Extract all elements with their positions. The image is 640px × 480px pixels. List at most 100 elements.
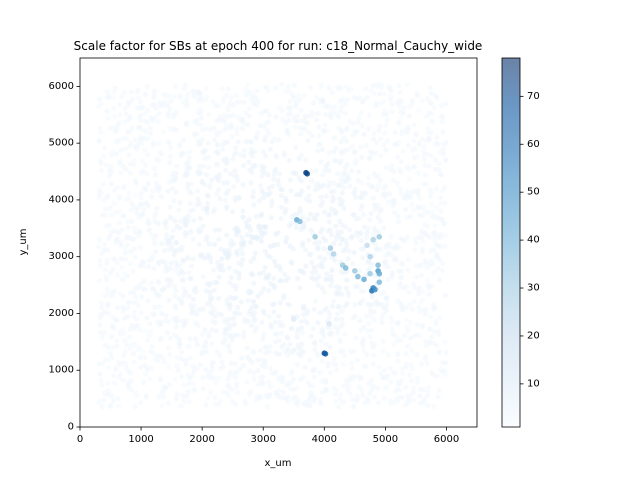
- background-point: [102, 267, 109, 273]
- background-point: [297, 285, 303, 291]
- background-point: [138, 244, 144, 251]
- background-point: [363, 313, 369, 319]
- background-point: [352, 148, 358, 155]
- background-point: [422, 311, 428, 317]
- background-point: [151, 166, 157, 172]
- background-point: [262, 153, 268, 159]
- background-point: [239, 355, 245, 361]
- background-point: [117, 220, 123, 226]
- background-point: [337, 201, 343, 207]
- background-point: [285, 131, 291, 137]
- background-point: [394, 396, 400, 402]
- background-point: [286, 105, 292, 111]
- background-point: [359, 180, 365, 186]
- background-point: [335, 229, 341, 235]
- background-point: [291, 82, 297, 88]
- background-point: [186, 155, 192, 161]
- background-point: [367, 217, 373, 223]
- background-point: [204, 192, 210, 198]
- background-point: [200, 331, 206, 337]
- background-point: [109, 354, 115, 360]
- background-point: [248, 138, 254, 145]
- background-point: [410, 385, 417, 391]
- background-point: [319, 389, 325, 395]
- background-point: [132, 230, 138, 236]
- background-point: [370, 84, 376, 90]
- background-point: [396, 245, 402, 251]
- background-point: [99, 331, 105, 337]
- background-point: [180, 137, 186, 143]
- background-point: [379, 319, 385, 325]
- background-point: [411, 333, 418, 339]
- background-point: [414, 154, 420, 160]
- data-point: [291, 316, 297, 322]
- background-point: [200, 163, 206, 169]
- background-point: [279, 379, 286, 385]
- background-point: [142, 91, 149, 97]
- background-point: [414, 274, 420, 280]
- background-point: [389, 319, 395, 326]
- background-point: [265, 172, 271, 178]
- background-point: [304, 120, 310, 126]
- background-point: [118, 256, 124, 262]
- background-point: [97, 125, 103, 131]
- background-point: [248, 323, 255, 329]
- background-point: [186, 399, 192, 405]
- background-point: [427, 314, 434, 320]
- background-point: [257, 228, 263, 234]
- background-point: [215, 259, 221, 265]
- background-point: [183, 103, 189, 109]
- colorbar-tick-label: 50: [527, 187, 540, 198]
- background-point: [252, 250, 258, 256]
- background-point: [423, 338, 429, 345]
- background-point: [141, 206, 147, 212]
- background-point: [342, 353, 348, 359]
- background-point: [375, 202, 381, 208]
- background-point: [417, 263, 424, 269]
- background-point: [298, 376, 304, 382]
- background-point: [323, 388, 329, 394]
- background-point: [216, 375, 222, 381]
- background-point: [187, 336, 193, 342]
- background-point: [115, 139, 121, 145]
- background-point: [257, 395, 263, 401]
- background-point: [328, 370, 334, 376]
- background-point: [251, 162, 257, 169]
- background-point: [165, 400, 171, 406]
- background-point: [168, 260, 174, 266]
- background-point: [133, 389, 139, 396]
- background-point: [142, 287, 148, 293]
- background-point: [118, 147, 124, 153]
- background-point: [436, 276, 442, 283]
- background-point: [267, 243, 273, 249]
- background-point: [142, 111, 148, 117]
- background-point: [280, 117, 286, 123]
- background-point: [333, 316, 340, 322]
- background-point: [427, 340, 433, 346]
- background-point: [125, 225, 132, 231]
- background-point: [262, 264, 268, 271]
- background-point: [403, 384, 409, 390]
- background-point: [225, 107, 231, 113]
- background-point: [131, 309, 137, 315]
- background-point: [440, 151, 446, 157]
- background-point: [177, 95, 183, 101]
- background-point: [352, 313, 358, 319]
- background-point: [412, 236, 418, 242]
- background-point: [99, 382, 105, 388]
- background-point: [367, 334, 373, 340]
- data-point: [370, 236, 377, 243]
- background-point: [119, 227, 125, 233]
- background-point: [115, 396, 121, 402]
- background-point: [305, 380, 311, 386]
- background-point: [123, 111, 129, 117]
- background-point: [217, 352, 223, 358]
- background-point: [262, 108, 268, 114]
- background-point: [145, 151, 151, 158]
- background-point: [296, 156, 302, 162]
- background-point: [188, 228, 194, 235]
- background-point: [187, 355, 193, 361]
- background-point: [279, 204, 285, 210]
